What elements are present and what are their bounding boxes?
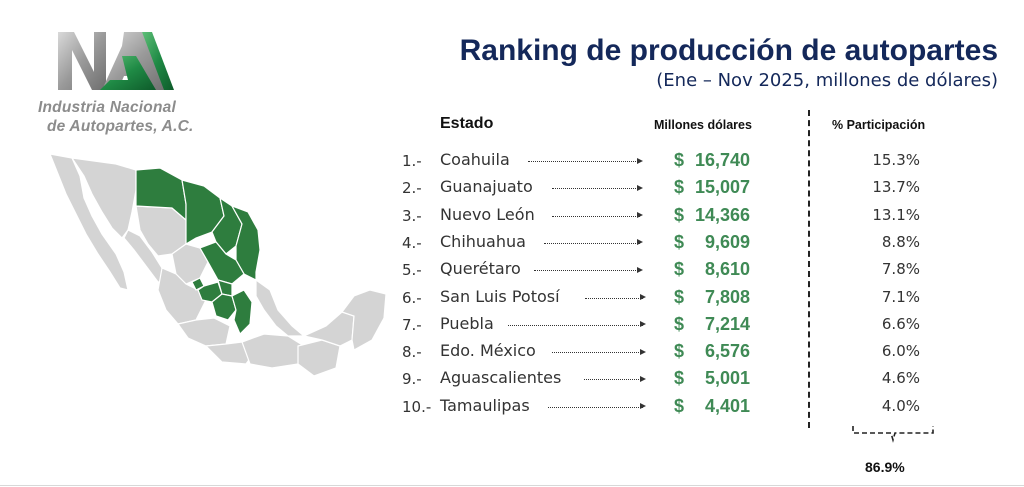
row-currency-symbol: $ (674, 286, 685, 307)
dotted-arrow (534, 266, 643, 273)
page-subtitle: (Ene – Nov 2025, millones de dólares) (656, 70, 998, 91)
dotted-arrow (552, 348, 646, 355)
row-currency-symbol: $ (674, 259, 685, 280)
row-percentage: 6.0% (881, 342, 920, 361)
row-currency-symbol: $ (674, 395, 685, 416)
logo-n-shape (58, 32, 106, 90)
row-rank: 9.- (402, 370, 422, 389)
logo-line-1: Industria Nacional (38, 99, 176, 116)
row-state-name: Edo. México (440, 341, 536, 361)
row-currency-symbol: $ (674, 313, 685, 334)
dotted-arrow (544, 239, 643, 246)
logo-line-2: de Autopartes, A.C. (47, 118, 194, 135)
row-state-name: Coahuila (440, 150, 510, 169)
row-state-name: Guanajuato (440, 177, 533, 197)
row-currency-symbol: $ (674, 150, 685, 170)
table-row: 2.- Guanajuato $15,007 13.7% (0, 175, 1024, 202)
column-header-millones: Millones dólares (654, 118, 752, 132)
column-header-participacion: % Participación (832, 118, 926, 132)
map-jalisco (157, 267, 207, 325)
row-value: 8,610 (704, 259, 750, 280)
row-state-name: Chihuahua (440, 231, 526, 251)
row-rank: 5.- (402, 261, 422, 280)
row-rank: 7.- (402, 315, 422, 334)
row-percentage: 15.3% (872, 151, 920, 169)
row-percentage: 6.6% (881, 314, 920, 333)
map-san-luis-potosi (199, 241, 245, 285)
row-percentage: 4.0% (881, 396, 920, 415)
column-header-estado: Estado (440, 115, 494, 132)
row-state-name: Puebla (440, 313, 494, 333)
row-value: 16,740 (694, 150, 750, 170)
row-value: 15,007 (694, 177, 750, 198)
row-currency-symbol: $ (674, 368, 685, 389)
dotted-arrow (584, 375, 646, 382)
map-coahuila (181, 179, 225, 246)
bottom-rule (0, 485, 1024, 486)
ina-logo (58, 32, 174, 90)
mexico-map (49, 153, 387, 377)
row-rank: 3.- (402, 206, 422, 225)
row-state-name: San Luis Potosí (440, 286, 560, 306)
table-row: 3.- Nuevo León $14,366 13.1% (0, 203, 1024, 230)
row-state-name: Aguascalientes (440, 368, 562, 388)
row-percentage: 7.8% (881, 260, 920, 279)
logo-text: Industria Nacional de Autopartes, A.C. (38, 98, 193, 136)
row-percentage: 8.8% (881, 232, 920, 251)
row-rank: 6.- (402, 288, 422, 307)
row-value: 4,401 (704, 395, 750, 416)
map-yucatan-peninsula (341, 289, 387, 351)
row-percentage: 13.1% (872, 205, 920, 224)
row-state-name: Querétaro (440, 259, 521, 279)
row-value: 7,808 (704, 286, 750, 307)
map-sonora (70, 157, 137, 239)
row-percentage: 4.6% (881, 369, 920, 388)
table-row: 4.- Chihuahua $9,609 8.8% (0, 230, 1024, 257)
map-tamaulipas (230, 204, 261, 281)
row-rank: 10.- (402, 397, 432, 416)
row-value: 9,609 (704, 231, 750, 252)
dotted-arrow (548, 403, 646, 410)
dotted-arrow (508, 321, 646, 328)
row-percentage: 7.1% (881, 287, 920, 306)
table-row: 1.- Coahuila $16,740 15.3% (0, 148, 1024, 175)
row-rank: 2.- (402, 179, 422, 198)
row-currency-symbol: $ (674, 204, 685, 225)
page-title: Ranking de producción de autopartes (459, 34, 998, 67)
dotted-arrow (552, 212, 643, 219)
row-value: 5,001 (704, 368, 750, 389)
map-veracruz (255, 278, 306, 337)
map-baja-california (49, 153, 129, 291)
row-state-name: Nuevo León (440, 204, 535, 224)
total-brace (852, 426, 934, 443)
row-value: 7,214 (704, 313, 750, 334)
column-divider (808, 110, 810, 428)
logo-green-accent (142, 32, 174, 90)
row-currency-symbol: $ (674, 341, 685, 362)
row-state-name: Tamaulipas (440, 395, 530, 415)
row-rank: 1.- (402, 152, 422, 170)
table-row: 5.- Querétaro $8,610 7.8% (0, 257, 1024, 284)
row-currency-symbol: $ (674, 177, 685, 198)
row-rank: 8.- (402, 343, 422, 362)
dotted-arrow (552, 184, 643, 191)
map-michoacan (176, 317, 231, 347)
table-row: 8.- Edo. México $6,576 6.0% (0, 339, 1024, 366)
table-row: 6.- San Luis Potosí $7,808 7.1% (0, 285, 1024, 312)
row-rank: 4.- (402, 233, 422, 252)
row-currency-symbol: $ (674, 231, 685, 252)
row-percentage: 13.7% (872, 178, 920, 197)
dotted-arrow (585, 294, 646, 300)
logo-green-wedge (100, 56, 156, 90)
dotted-arrow (528, 157, 643, 164)
row-value: 14,366 (694, 204, 750, 225)
table-row: 10.- Tamaulipas $4,401 4.0% (0, 394, 1024, 421)
total-participation: 86.9% (865, 459, 905, 475)
row-value: 6,576 (704, 341, 750, 362)
table-row: 9.- Aguascalientes $5,001 4.6% (0, 366, 1024, 393)
table-row: 7.- Puebla $7,214 6.6% (0, 312, 1024, 339)
map-puebla (231, 289, 253, 336)
